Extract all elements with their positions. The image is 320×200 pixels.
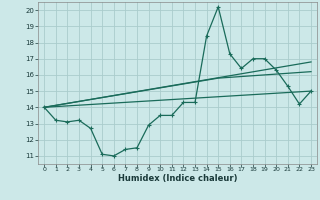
X-axis label: Humidex (Indice chaleur): Humidex (Indice chaleur) <box>118 174 237 183</box>
